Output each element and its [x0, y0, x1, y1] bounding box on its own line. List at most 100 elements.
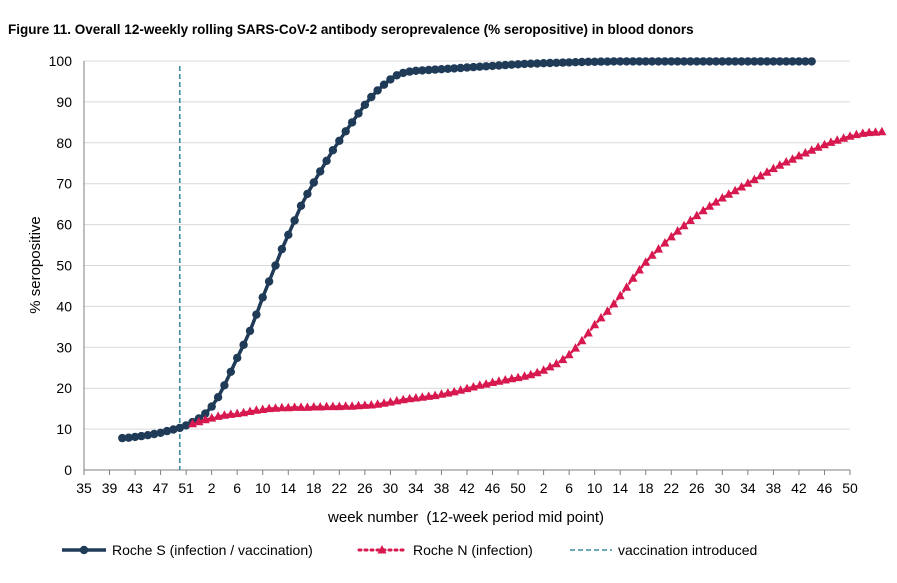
data-point [488, 377, 497, 386]
data-point [717, 193, 727, 202]
data-point [616, 57, 625, 66]
data-point [564, 349, 574, 359]
series-roche_s [118, 57, 816, 443]
x-tick-label: 14 [612, 480, 628, 496]
data-point [724, 189, 734, 198]
data-point [277, 244, 287, 254]
x-tick-label: 42 [791, 480, 807, 496]
legend-label-roche-s: Roche S (infection / vaccination) [112, 542, 313, 558]
legend-marker-circle [79, 545, 89, 555]
y-tick-label: 60 [56, 217, 72, 233]
data-point [341, 127, 350, 136]
data-point [392, 395, 402, 405]
y-tick-label: 70 [56, 176, 72, 192]
y-axis-label: % seropositive [27, 216, 44, 314]
data-point [418, 66, 427, 75]
data-point [500, 375, 510, 384]
data-point [201, 409, 210, 418]
data-point [443, 388, 453, 397]
data-point [379, 398, 389, 407]
data-point [699, 57, 708, 66]
data-point [775, 57, 784, 66]
data-point [226, 367, 235, 376]
data-point [788, 57, 797, 66]
data-point [551, 358, 561, 368]
x-tick-label: 18 [638, 480, 654, 496]
data-point [609, 57, 618, 66]
data-point [169, 425, 178, 434]
data-point [181, 421, 191, 430]
data-point [564, 58, 574, 67]
data-point [290, 402, 300, 411]
data-point [768, 163, 778, 173]
x-tick-label: 22 [663, 480, 679, 496]
x-tick-label: 26 [689, 480, 705, 496]
data-point [233, 353, 242, 363]
data-point [647, 57, 657, 66]
x-tick-label: 18 [306, 480, 322, 496]
data-point [322, 156, 331, 165]
data-point [220, 381, 229, 390]
data-point [641, 57, 650, 66]
data-point [450, 64, 459, 73]
x-tick-label: 38 [434, 480, 450, 496]
data-point [871, 127, 880, 136]
data-point [411, 393, 421, 402]
data-point [507, 60, 516, 69]
data-point [501, 60, 510, 70]
data-point [577, 57, 587, 67]
data-point [360, 100, 370, 110]
y-tick-label: 0 [64, 462, 72, 478]
data-point [679, 220, 689, 230]
data-point [603, 57, 612, 66]
data-point [322, 401, 332, 411]
data-point [647, 250, 657, 259]
x-tick-label: 22 [332, 480, 348, 496]
x-tick-label: 30 [715, 480, 731, 496]
data-point [392, 71, 401, 80]
data-point [488, 61, 497, 71]
data-point [762, 57, 772, 66]
data-point [801, 57, 810, 66]
y-tick-label: 100 [49, 53, 73, 69]
y-axis: 0 10 20 30 40 50 60 70 80 90 100 [49, 53, 85, 478]
data-point [609, 298, 619, 308]
data-point [417, 392, 427, 401]
data-point [730, 185, 740, 195]
x-tick-label: 50 [842, 480, 858, 496]
data-point [373, 86, 382, 95]
data-point [864, 127, 874, 137]
data-point [552, 58, 561, 67]
x-axis: 35 39 43 47 51 2 6 10 14 18 22 26 30 34 38 42 46 50 2 6 10 14… [76, 469, 858, 496]
series-roche_n [188, 126, 887, 428]
data-point [539, 365, 549, 374]
data-point [667, 57, 676, 66]
data-point [769, 57, 778, 66]
data-point [532, 367, 542, 377]
data-point [666, 231, 676, 241]
data-point [373, 399, 383, 408]
data-point [851, 129, 861, 139]
data-point [213, 393, 223, 402]
data-point [724, 57, 733, 66]
legend: Roche S (infection / vaccination) Roche … [62, 542, 757, 558]
data-point [737, 57, 746, 66]
figure-title: Figure 11. Overall 12-weekly rolling SAR… [8, 22, 694, 37]
data-point [583, 328, 593, 337]
data-point [577, 335, 587, 345]
data-point [315, 402, 325, 411]
data-point [462, 63, 472, 72]
data-point [366, 400, 376, 409]
data-point [405, 393, 415, 403]
x-tick-label: 30 [383, 480, 399, 496]
data-point [622, 282, 632, 291]
data-point [118, 433, 127, 443]
data-point [341, 401, 351, 410]
data-point [226, 409, 236, 418]
data-point [596, 312, 606, 322]
series-layer [118, 57, 887, 443]
data-point [545, 58, 555, 68]
data-point [571, 343, 580, 352]
data-point [245, 326, 255, 336]
